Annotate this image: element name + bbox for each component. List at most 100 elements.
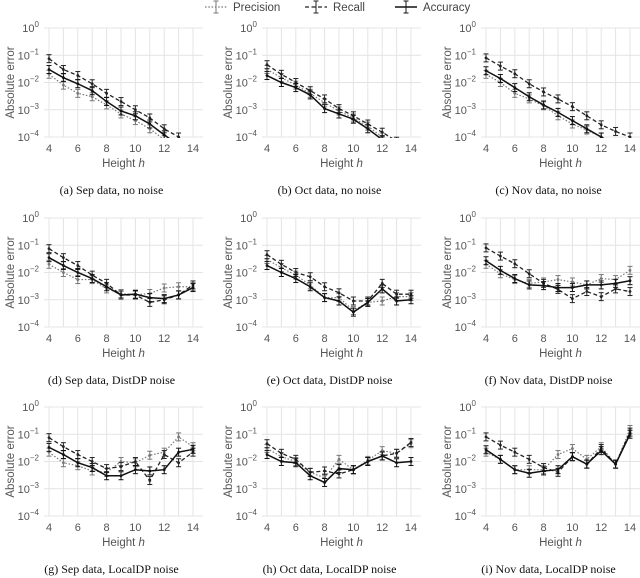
- data-point-accuracy: [499, 457, 502, 461]
- data-point-accuracy: [337, 112, 341, 116]
- data-point-recall: [513, 450, 517, 454]
- x-tick-label: 14: [624, 333, 636, 345]
- x-tick-label: 12: [376, 522, 388, 534]
- y-axis-label: Absolute error: [442, 46, 454, 118]
- x-axis-label: Height h: [102, 537, 145, 549]
- data-point-recall: [265, 442, 269, 446]
- y-tick-label: 10−4: [455, 319, 477, 334]
- subplot-caption: (b) Oct data, no noise: [278, 183, 382, 197]
- x-tick-label: 4: [264, 143, 270, 155]
- data-point-precision: [395, 144, 398, 147]
- data-point-recall: [62, 68, 65, 71]
- y-tick-label: 10−4: [18, 129, 40, 144]
- data-point-precision: [62, 83, 65, 87]
- series-line-precision: [266, 443, 412, 479]
- data-point-accuracy: [366, 127, 370, 131]
- data-point-recall: [527, 272, 531, 276]
- data-point-precision: [614, 144, 617, 147]
- data-point-recall: [380, 130, 384, 134]
- y-tick-label: 10−1: [236, 426, 258, 441]
- data-point-accuracy: [628, 432, 632, 436]
- data-point-recall: [499, 254, 502, 258]
- data-point-recall: [571, 105, 574, 109]
- data-point-precision: [571, 280, 574, 284]
- x-tick-label: 4: [483, 333, 489, 345]
- data-point-accuracy: [47, 256, 51, 260]
- data-point-accuracy: [409, 298, 413, 302]
- data-point-accuracy: [366, 300, 370, 304]
- x-axis-label: Height h: [320, 348, 363, 360]
- x-tick-label: 8: [104, 522, 110, 534]
- data-point-recall: [76, 453, 80, 456]
- x-axis-label-text: Height: [539, 537, 575, 549]
- x-axis-label-var: h: [357, 537, 363, 549]
- data-area: [264, 437, 414, 487]
- x-axis-label-var: h: [576, 348, 582, 360]
- data-point-accuracy: [177, 144, 180, 147]
- y-tick-label: 10−3: [236, 481, 258, 496]
- y-tick-label: 10−1: [236, 47, 258, 62]
- x-axis-label: Height h: [320, 537, 363, 549]
- y-axis-label: Absolute error: [5, 425, 17, 497]
- data-point-accuracy: [556, 468, 560, 472]
- x-tick-label: 12: [158, 522, 170, 534]
- x-tick-label: 8: [104, 333, 110, 345]
- data-point-recall: [571, 297, 574, 301]
- x-tick-label: 10: [129, 143, 141, 155]
- x-tick-label: 14: [624, 522, 636, 534]
- y-tick-label: 10−3: [18, 102, 40, 117]
- y-tick-label: 10−4: [236, 319, 258, 334]
- y-tick-label: 10−1: [18, 47, 40, 62]
- data-point-recall: [499, 64, 502, 68]
- data-point-accuracy: [556, 110, 560, 114]
- x-tick-label: 10: [129, 522, 141, 534]
- data-point-precision: [177, 435, 181, 439]
- y-tick-label: 10−1: [455, 426, 477, 441]
- data-point-precision: [62, 271, 65, 274]
- data-point-accuracy: [191, 286, 195, 289]
- data-point-recall: [90, 82, 94, 86]
- x-tick-label: 10: [347, 522, 359, 534]
- x-tick-label: 6: [512, 143, 518, 155]
- data-point-recall: [280, 72, 283, 76]
- y-tick-label: 10−2: [455, 265, 477, 280]
- data-point-accuracy: [119, 109, 123, 113]
- data-point-recall: [323, 469, 326, 473]
- data-point-accuracy: [628, 279, 632, 283]
- data-point-accuracy: [585, 127, 589, 131]
- data-point-accuracy: [308, 285, 312, 289]
- data-point-recall: [323, 285, 326, 289]
- data-point-recall: [484, 56, 488, 60]
- data-point-recall: [484, 435, 488, 439]
- data-point-precision: [177, 146, 180, 149]
- x-tick-label: 14: [187, 333, 199, 345]
- legend-label: Precision: [233, 2, 280, 14]
- x-tick-label: 4: [46, 522, 52, 534]
- x-axis-label: Height h: [102, 158, 145, 170]
- data-point-precision: [380, 449, 384, 453]
- subplot-caption: (f) Nov data, DistDP noise: [485, 373, 613, 387]
- data-point-precision: [556, 453, 560, 456]
- data-point-accuracy: [162, 133, 166, 137]
- data-point-accuracy: [585, 283, 589, 287]
- data-point-recall: [47, 57, 51, 61]
- x-axis-label: Height h: [539, 537, 582, 549]
- data-point-accuracy: [280, 271, 283, 274]
- x-tick-label: 8: [322, 333, 328, 345]
- x-axis-label-text: Height: [539, 158, 575, 170]
- data-point-recall: [352, 299, 355, 303]
- legend-item-precision: Precision: [205, 0, 280, 14]
- data-point-accuracy: [410, 155, 413, 158]
- data-point-accuracy: [134, 292, 137, 296]
- y-tick-label: 10−2: [236, 265, 258, 280]
- data-point-precision: [62, 461, 65, 465]
- data-point-precision: [410, 155, 413, 158]
- data-point-recall: [337, 291, 341, 295]
- data-point-accuracy: [352, 310, 355, 314]
- subplot-e: 100 10−1 10−2 10−3 10−4 4 6 8 10 12 14 Absolute err…: [223, 210, 421, 387]
- data-point-accuracy: [76, 461, 80, 465]
- data-point-accuracy: [499, 268, 502, 272]
- data-point-accuracy: [614, 281, 617, 285]
- data-point-accuracy: [265, 74, 269, 77]
- x-tick-label: 14: [187, 522, 199, 534]
